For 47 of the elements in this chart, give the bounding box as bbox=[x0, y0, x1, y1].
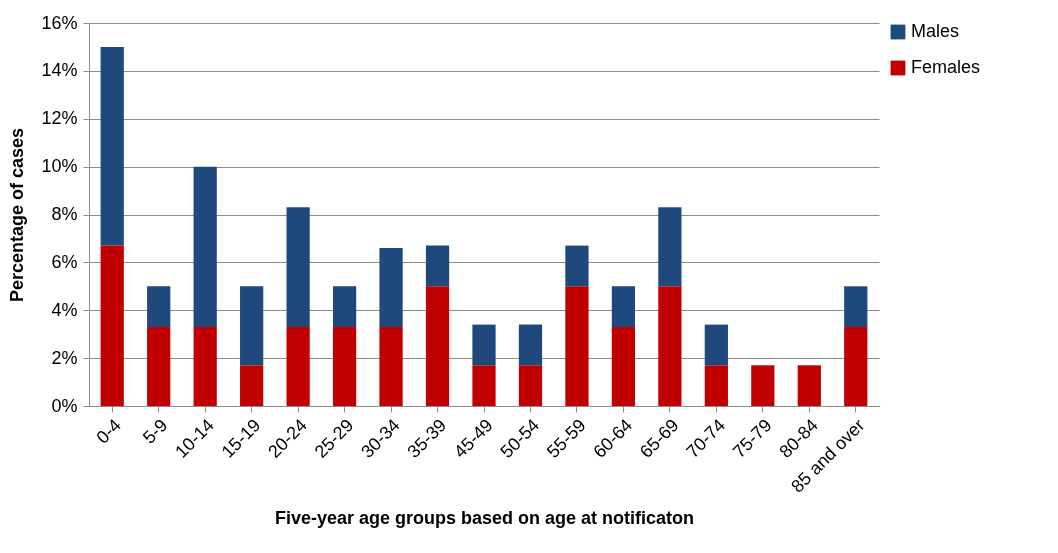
y-axis-title: Percentage of cases bbox=[7, 127, 28, 303]
bar bbox=[565, 286, 589, 406]
bar bbox=[240, 286, 264, 366]
bar bbox=[518, 324, 543, 366]
bar bbox=[193, 327, 217, 406]
bar bbox=[472, 365, 496, 406]
y-tick-label: 6% bbox=[51, 251, 78, 272]
y-tick-label: 16% bbox=[41, 12, 78, 33]
bar bbox=[565, 245, 589, 287]
y-tick-label: 2% bbox=[51, 347, 78, 368]
legend-label: Males bbox=[911, 21, 960, 41]
bar bbox=[147, 327, 171, 406]
bar bbox=[658, 286, 682, 406]
bar bbox=[797, 365, 821, 406]
bar bbox=[379, 248, 403, 328]
x-tick-label: 5-9 bbox=[138, 415, 172, 448]
bar bbox=[611, 327, 636, 406]
y-tick-label: 8% bbox=[51, 204, 78, 224]
bar bbox=[518, 365, 543, 406]
x-tick-label: 0-4 bbox=[92, 415, 125, 448]
bar bbox=[844, 286, 868, 328]
bar bbox=[425, 286, 450, 406]
bar bbox=[611, 286, 636, 328]
bar bbox=[286, 207, 310, 328]
y-tick-label: 14% bbox=[41, 60, 78, 81]
bar bbox=[704, 365, 728, 406]
y-tick-label: 10% bbox=[41, 156, 78, 177]
bar bbox=[240, 365, 264, 406]
bar bbox=[844, 327, 868, 406]
bar bbox=[100, 46, 124, 246]
bar bbox=[193, 166, 217, 328]
bar bbox=[147, 286, 171, 328]
bar bbox=[472, 324, 496, 366]
x-axis-title: Five-year age groups based on age at notificaton bbox=[274, 508, 695, 529]
y-tick-label: 0% bbox=[51, 395, 78, 416]
legend-label: Females bbox=[911, 57, 981, 77]
bar bbox=[425, 245, 450, 287]
bar bbox=[286, 327, 310, 406]
y-tick-label: 12% bbox=[41, 108, 78, 129]
y-tick-label: 4% bbox=[51, 299, 78, 320]
bar bbox=[379, 327, 403, 406]
bar bbox=[751, 365, 775, 406]
bar bbox=[100, 245, 124, 406]
bar bbox=[704, 324, 728, 366]
bar bbox=[332, 286, 357, 328]
bar bbox=[332, 327, 357, 406]
bar bbox=[658, 207, 682, 287]
